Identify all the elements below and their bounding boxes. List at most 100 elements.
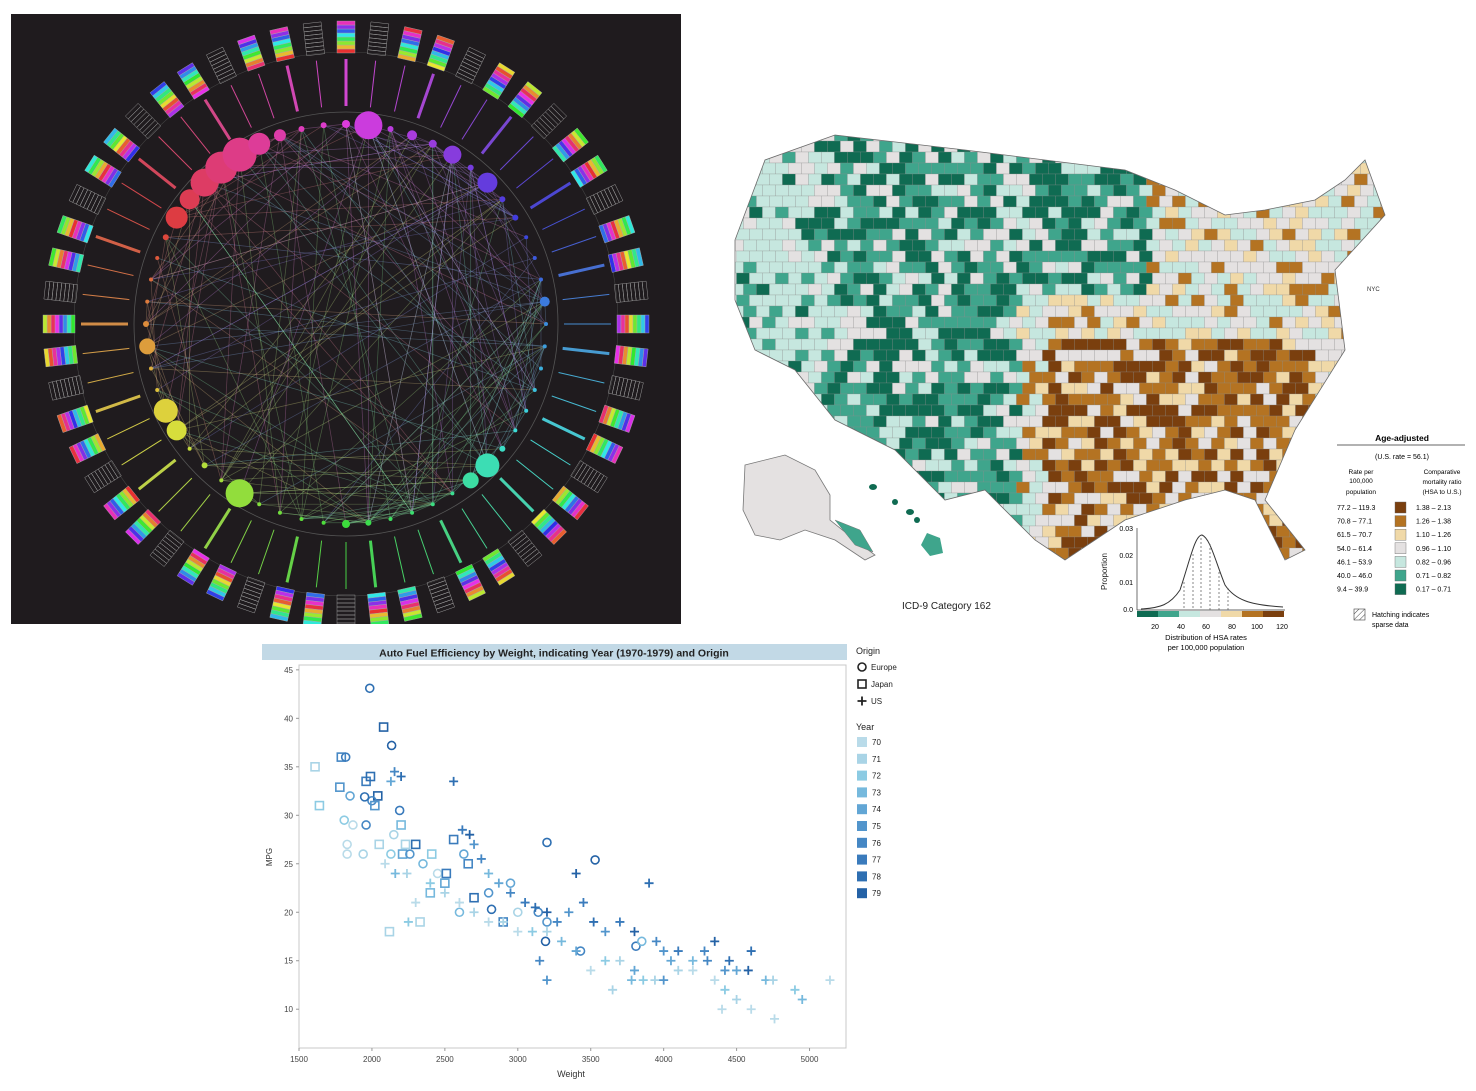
data-point (425, 888, 436, 898)
data-point (506, 888, 516, 898)
data-point (483, 888, 494, 898)
data-point (378, 722, 389, 732)
chart-title: Auto Fuel Efficiency by Weight, indicati… (379, 648, 729, 660)
data-point (372, 791, 383, 801)
data-point (415, 917, 425, 927)
spectrum-bar (84, 460, 122, 494)
data-point (659, 946, 669, 956)
data-point (441, 868, 452, 879)
data-point (732, 995, 742, 1005)
x-tick-label: 3500 (582, 1055, 600, 1064)
data-point (345, 791, 355, 801)
hatch-swatch (1353, 608, 1366, 621)
data-point (512, 907, 523, 918)
network-nodes (42, 20, 650, 628)
data-point (469, 892, 479, 903)
data-point (520, 898, 530, 908)
data-point (476, 854, 486, 864)
network-node (165, 206, 188, 229)
data-point (396, 772, 406, 782)
spectrum-bar (397, 26, 423, 63)
histogram-xtick: 60 (1202, 624, 1210, 631)
spectrum-bar (551, 127, 589, 163)
spectrum-bar (42, 314, 76, 334)
spectrum-bar (103, 127, 141, 163)
rate-header: population (1346, 489, 1376, 496)
data-point (380, 859, 390, 869)
data-point (358, 849, 368, 859)
network-node (162, 234, 169, 241)
network-node (524, 235, 529, 240)
legend-ratio-range: 0.82 – 0.96 (1416, 559, 1451, 566)
network-node (538, 277, 543, 282)
scatter-svg: Auto Fuel Efficiency by Weight, indicati… (262, 644, 897, 1079)
data-point (405, 849, 415, 859)
data-point (578, 898, 588, 908)
legend-rate-range: 70.8 – 77.1 (1337, 519, 1372, 526)
histogram-xtick: 20 (1151, 624, 1159, 631)
data-point (426, 849, 437, 859)
network-node (524, 408, 529, 413)
y-axis-label: MPG (265, 848, 274, 866)
network-node (430, 502, 435, 507)
spectrum-bar (43, 280, 78, 303)
network-node (201, 462, 208, 469)
spectrum-bar (206, 563, 237, 602)
legend-rate-range: 9.4 – 39.9 (1337, 587, 1368, 594)
spectrum-bar (269, 585, 295, 622)
data-point (571, 868, 581, 878)
data-point (361, 820, 371, 830)
data-point (359, 792, 370, 802)
network-node (499, 196, 506, 203)
x-tick-label: 2000 (363, 1055, 381, 1064)
legend-rate-range: 46.1 – 53.9 (1337, 559, 1372, 566)
data-point (720, 965, 730, 975)
data-point (342, 839, 352, 850)
data-point (542, 975, 552, 985)
spectrum-bar (125, 103, 162, 140)
data-point (688, 965, 698, 975)
map-legend: Age-adjusted (U.S. rate = 56.1) Rate per… (1337, 433, 1465, 629)
chart-title-bar (262, 644, 847, 660)
data-point (825, 975, 835, 985)
data-point (797, 995, 807, 1005)
data-point (342, 849, 352, 859)
spectrum-bar (482, 62, 516, 100)
data-point (743, 965, 753, 975)
network-node (155, 388, 160, 393)
data-point (440, 878, 450, 888)
y-tick-label: 20 (284, 908, 293, 917)
data-point (449, 776, 459, 786)
spectrum-bar (598, 404, 636, 433)
data-point (465, 830, 475, 840)
rate-header: Rate per (1349, 469, 1375, 476)
legend-swatch (1394, 542, 1407, 554)
data-point (552, 917, 562, 927)
spectrum-bar (336, 20, 356, 54)
histogram-xtick: 40 (1177, 624, 1185, 631)
data-point (498, 917, 508, 927)
legend-ratio-range: 1.10 – 1.26 (1416, 532, 1451, 539)
data-point (370, 800, 380, 811)
origin-legend-marker (857, 696, 867, 706)
data-point (732, 965, 742, 975)
legend-ratio-range: 0.96 – 1.10 (1416, 546, 1451, 553)
network-node (428, 139, 437, 148)
hawaii-shape (869, 484, 943, 556)
data-point (770, 1014, 780, 1024)
data-point (590, 855, 600, 865)
rate-header: 100,000 (1349, 478, 1373, 485)
data-point (386, 740, 397, 751)
data-point (484, 868, 494, 878)
histogram-caption: per 100,000 population (1168, 643, 1245, 652)
spectrum-bar (455, 46, 486, 85)
data-point (400, 839, 411, 850)
data-point (527, 927, 537, 937)
x-axis-label: Weight (557, 1069, 585, 1079)
year-legend-swatch (857, 787, 867, 798)
network-node (388, 516, 393, 521)
network-visualization (11, 14, 681, 628)
network-node (407, 130, 418, 141)
histogram-ylabel: Proportion (1100, 553, 1109, 590)
data-point (457, 825, 467, 835)
